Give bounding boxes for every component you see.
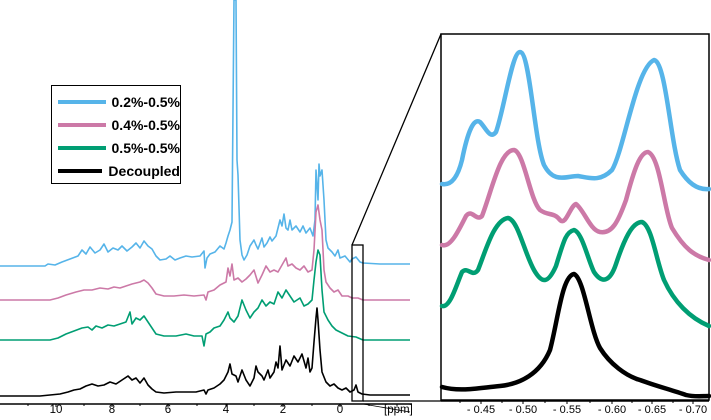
inset-tick-label: - 0.70 <box>678 404 708 416</box>
inset-tick-label: - 0.60 <box>597 404 627 416</box>
legend-item-decoupled: Decoupled <box>58 159 180 182</box>
spectrum-blue <box>0 0 410 269</box>
inset-trace-black <box>439 271 711 399</box>
x-tick-label: 6 <box>164 404 172 416</box>
legend-item-0.5: 0.5%-0.5% <box>58 136 180 159</box>
legend-label: Decoupled <box>108 162 180 179</box>
x-tick-label: 0 <box>336 404 344 416</box>
x-tick-label: 4 <box>222 404 230 416</box>
legend-label: 0.4%-0.5% <box>111 116 180 133</box>
main-spectrum <box>0 0 410 397</box>
legend-item-0.2: 0.2%-0.5% <box>58 90 180 113</box>
inset-tick-label: - 0.45 <box>466 404 496 416</box>
inset-trace-green <box>439 215 711 329</box>
spectrum-black <box>0 307 410 397</box>
main-x-axis <box>0 403 412 407</box>
x-tick-label: 2 <box>279 404 287 416</box>
legend: 0.2%-0.5% 0.4%-0.5% 0.5%-0.5% Decoupled <box>51 85 181 184</box>
x-tick-label: 8 <box>108 404 116 416</box>
legend-label: 0.5%-0.5% <box>111 139 180 156</box>
inset-tick-label: - 0.65 <box>637 404 667 416</box>
legend-swatch-black <box>58 168 103 173</box>
x-axis-unit-label: [ppm] <box>384 404 413 416</box>
inset-tick-label: - 0.55 <box>552 404 582 416</box>
spectrum-green <box>0 249 410 347</box>
legend-label: 0.2%-0.5% <box>111 93 180 110</box>
legend-swatch-pink <box>58 122 106 127</box>
inset-trace-pink <box>439 147 711 263</box>
inset-x-axis <box>441 400 709 404</box>
legend-item-0.4: 0.4%-0.5% <box>58 113 180 136</box>
legend-swatch-blue <box>58 99 106 104</box>
legend-swatch-green <box>58 145 106 150</box>
inset-tick-label: - 0.50 <box>508 404 538 416</box>
inset-trace-blue <box>439 49 711 192</box>
spectrum-pink <box>0 204 410 301</box>
x-tick-label: 10 <box>49 404 63 416</box>
zoom-region-box <box>351 33 442 413</box>
inset-panel <box>439 33 711 404</box>
